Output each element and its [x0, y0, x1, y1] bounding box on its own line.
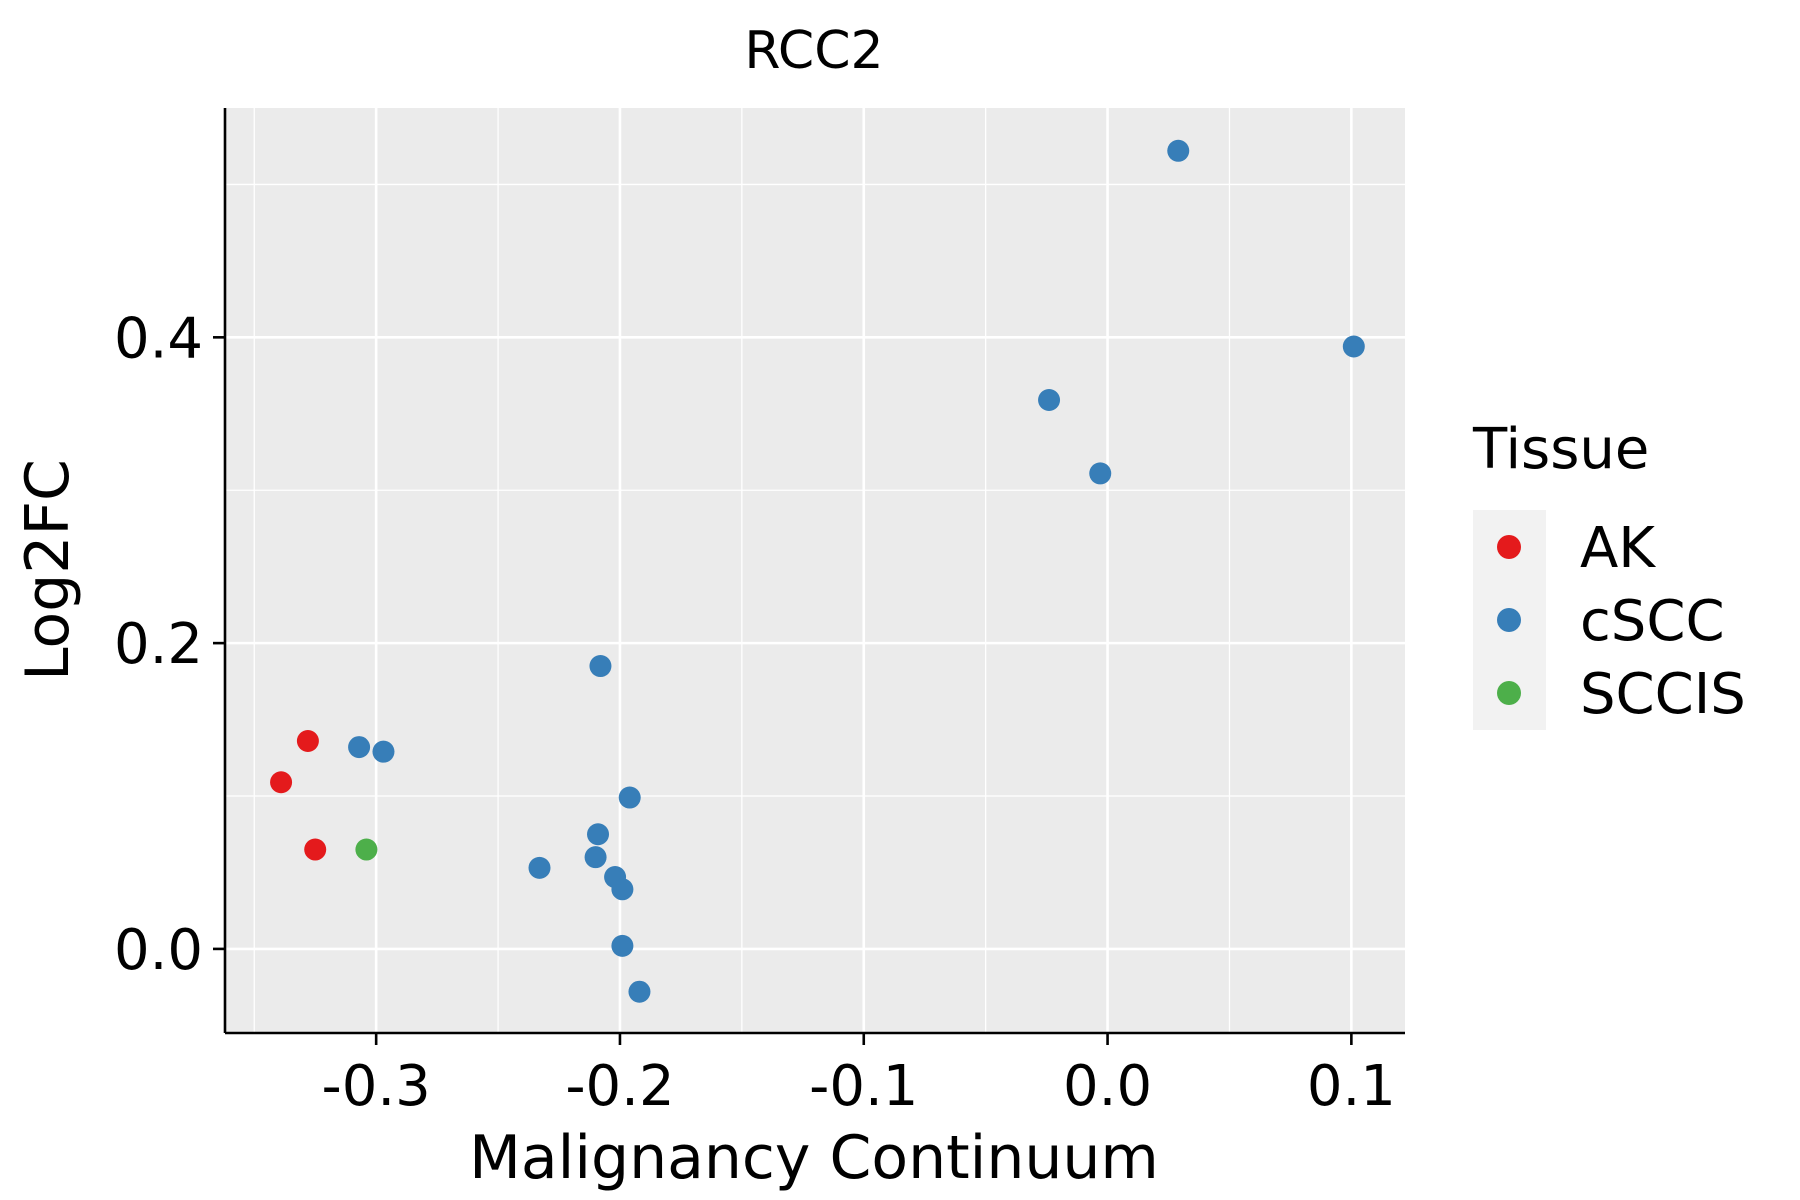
data-point-cscc [348, 736, 371, 759]
x-tick-label: -0.2 [565, 1054, 674, 1119]
grid-lines [225, 108, 1405, 1033]
data-points [270, 139, 1365, 1003]
legend: Tissue AK cSCC SCCIS [1472, 417, 1746, 730]
legend-label-cscc: cSCC [1580, 589, 1725, 654]
data-point-cscc [611, 878, 634, 901]
x-tick-label: -0.3 [322, 1054, 431, 1119]
y-axis-label: Log2FC [13, 459, 83, 681]
data-point-cscc [372, 740, 395, 763]
data-point-cscc [1038, 389, 1061, 412]
data-point-cscc [628, 980, 651, 1003]
x-axis-ticks: -0.3 -0.2 -0.1 0.0 0.1 [322, 1033, 1396, 1119]
data-point-cscc [611, 934, 634, 957]
x-tick-label: -0.1 [809, 1054, 918, 1119]
data-point-cscc [1089, 462, 1112, 485]
plot-panel [225, 108, 1405, 1033]
data-point-sccis [355, 838, 378, 861]
legend-entries: AK cSCC SCCIS [1497, 516, 1746, 727]
data-point-cscc [587, 823, 610, 846]
data-point-cscc [618, 786, 641, 809]
x-tick-label: 0.1 [1307, 1054, 1396, 1119]
x-tick-label: 0.0 [1063, 1054, 1152, 1119]
data-point-ak [270, 771, 293, 794]
data-point-cscc [1167, 139, 1190, 162]
data-point-ak [296, 729, 319, 752]
legend-key-ak [1497, 535, 1521, 559]
y-tick-label: 0.0 [114, 918, 203, 983]
legend-key-sccis [1497, 681, 1521, 705]
y-axis-ticks: 0.0 0.2 0.4 [114, 306, 225, 983]
data-point-cscc [589, 655, 612, 678]
x-axis-label: Malignancy Continuum [469, 1123, 1159, 1193]
y-tick-label: 0.2 [114, 612, 203, 677]
y-tick-label: 0.4 [114, 306, 203, 371]
legend-label-ak: AK [1580, 516, 1656, 581]
chart-title: RCC2 [744, 21, 883, 81]
legend-label-sccis: SCCIS [1580, 662, 1746, 727]
data-point-cscc [584, 846, 607, 869]
data-point-ak [304, 838, 327, 861]
legend-key-cscc [1497, 608, 1521, 632]
data-point-cscc [528, 856, 551, 879]
data-point-cscc [1342, 335, 1365, 358]
legend-title: Tissue [1472, 417, 1649, 482]
